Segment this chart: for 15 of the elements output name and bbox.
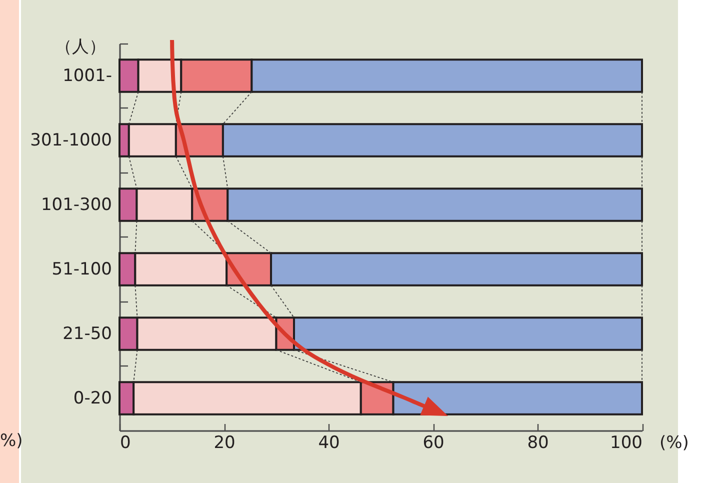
x-tick-label: 80 [527, 433, 549, 453]
y-axis-title: （人） [55, 37, 106, 57]
x-axis-title: (%) [660, 433, 689, 453]
x-tick-label: 60 [422, 433, 444, 453]
y-tick-label: 1001- [62, 66, 112, 86]
text: %) [0, 431, 23, 451]
y-tick-label: 51-100 [52, 259, 112, 280]
x-tick-label: 0 [120, 433, 131, 453]
y-tick-label: 21-50 [62, 324, 112, 344]
x-tick-label: 40 [318, 433, 340, 453]
y-tick-label: 301-1000 [30, 130, 112, 150]
x-tick-label: 100 [610, 433, 642, 453]
y-tick-label: 0-20 [73, 388, 112, 408]
x-tick-label: 20 [214, 433, 236, 453]
y-tick-label: 101-300 [40, 194, 112, 215]
